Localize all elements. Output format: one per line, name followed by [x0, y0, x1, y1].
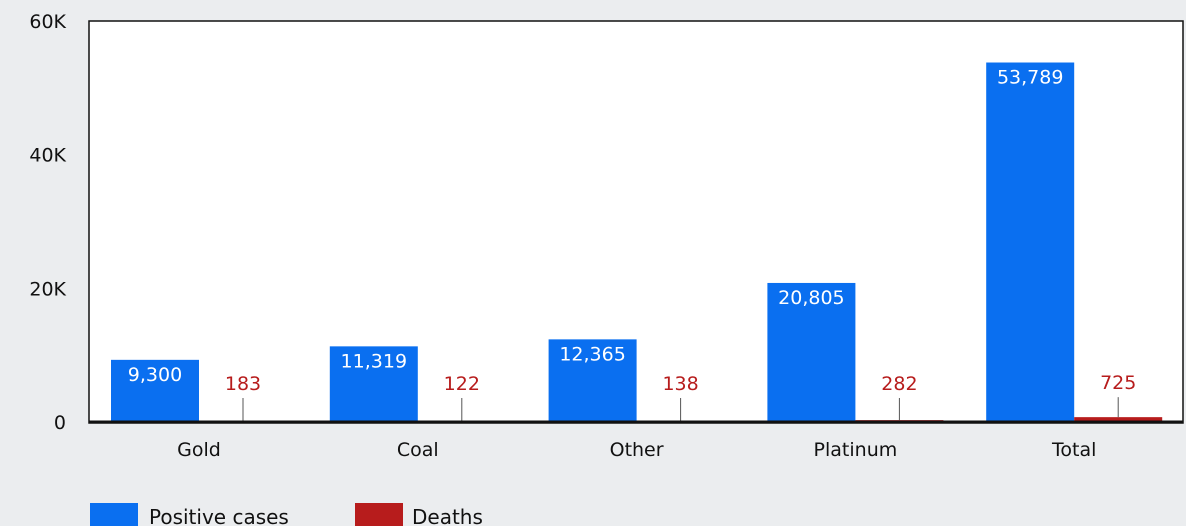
bar-positive-cases [767, 282, 856, 422]
y-tick-label: 0 [54, 412, 66, 434]
legend-swatch-deaths [355, 503, 403, 526]
bar-deaths [1074, 417, 1163, 422]
bars: 9,300 183 11,319 122 12,365 138 20,805 282 53,78… [111, 62, 1163, 422]
legend-swatch-positive-cases [90, 503, 138, 526]
data-label-deaths: 282 [881, 373, 917, 395]
legend-label-positive-cases: Positive cases [149, 505, 289, 526]
data-label-deaths: 725 [1100, 372, 1136, 394]
x-axis: Gold Coal Other Platinum Total [177, 439, 1096, 461]
bar-positive-cases [111, 359, 199, 422]
legend: Positive cases Deaths [90, 503, 483, 526]
category-label: Total [1051, 439, 1096, 461]
data-label-positive-cases: 20,805 [778, 287, 844, 309]
data-label-positive-cases: 53,789 [997, 67, 1063, 89]
data-label-deaths: 183 [225, 373, 261, 395]
category-label: Coal [397, 439, 439, 461]
data-label-deaths: 122 [444, 373, 480, 395]
category-label: Other [610, 439, 664, 461]
data-label-positive-cases: 11,319 [341, 350, 407, 372]
data-label-deaths: 138 [662, 373, 698, 395]
legend-label-deaths: Deaths [412, 505, 483, 526]
category-label: Platinum [814, 439, 898, 461]
bar-positive-cases [986, 62, 1075, 422]
y-axis: 0 20K 40K 60K [29, 11, 66, 434]
bar-positive-cases [548, 339, 637, 422]
data-label-positive-cases: 9,300 [128, 364, 182, 386]
bar-positive-cases [329, 346, 418, 422]
y-tick-label: 20K [29, 278, 66, 300]
y-tick-label: 40K [29, 145, 66, 167]
data-label-positive-cases: 12,365 [559, 343, 625, 365]
category-label: Gold [177, 439, 221, 461]
y-tick-label: 60K [29, 11, 66, 33]
